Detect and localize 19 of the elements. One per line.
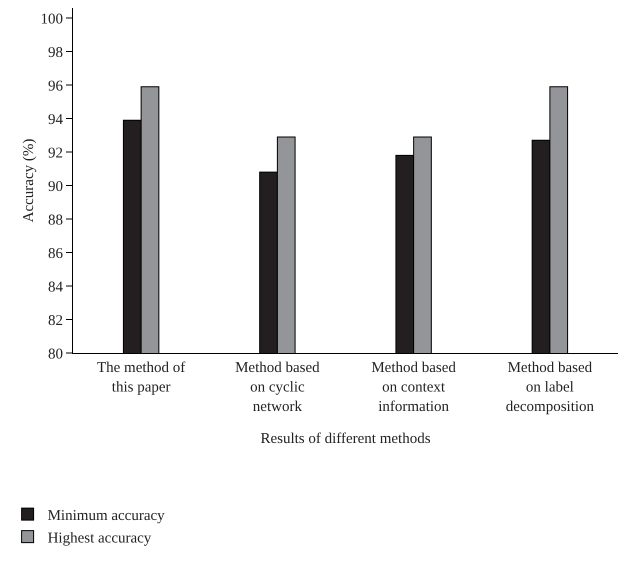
- y-tick-label: 96: [48, 78, 64, 94]
- y-tick-label: 92: [48, 145, 63, 162]
- x-tick-label: Method based on label decomposition: [506, 360, 595, 415]
- legend-label: Minimum accuracy: [48, 508, 166, 524]
- y-tick-label: 86: [48, 246, 64, 262]
- x-tick-label: Method based on context information: [371, 360, 456, 415]
- y-tick-label: 94: [48, 112, 64, 128]
- y-tick-label: 100: [40, 11, 63, 28]
- y-tick-label: 82: [48, 312, 63, 329]
- y-tick-label: 80: [48, 346, 63, 362]
- y-tick-label: 88: [48, 212, 63, 228]
- x-tick-label: Method based on cyclic network: [235, 360, 320, 415]
- y-axis-title: Accuracy (%): [21, 138, 37, 222]
- y-tick-label: 90: [48, 178, 63, 195]
- legend-label: Highest accuracy: [48, 530, 152, 546]
- y-tick-label: 98: [48, 44, 63, 61]
- x-axis-title: Results of different methods: [260, 431, 431, 447]
- x-tick-label: The method of this paper: [96, 360, 186, 396]
- y-tick-label: 84: [48, 279, 64, 296]
